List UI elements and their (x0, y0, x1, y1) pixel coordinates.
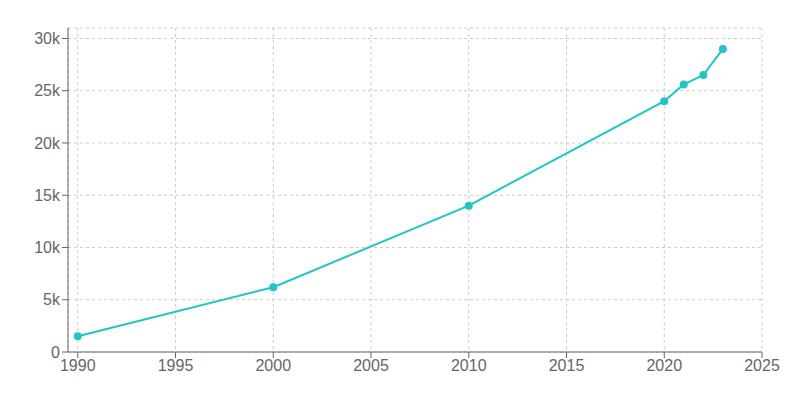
svg-text:1990: 1990 (60, 357, 96, 374)
svg-text:2005: 2005 (353, 357, 389, 374)
svg-text:1995: 1995 (158, 357, 194, 374)
svg-text:20k: 20k (34, 135, 61, 152)
svg-text:2010: 2010 (451, 357, 487, 374)
svg-text:2020: 2020 (646, 357, 682, 374)
svg-text:25k: 25k (34, 82, 61, 99)
svg-text:30k: 30k (34, 30, 61, 47)
svg-text:2025: 2025 (744, 357, 780, 374)
svg-text:5k: 5k (43, 291, 61, 308)
svg-text:2000: 2000 (255, 357, 291, 374)
svg-text:2015: 2015 (549, 357, 585, 374)
svg-text:15k: 15k (34, 187, 61, 204)
svg-text:0: 0 (51, 344, 60, 361)
svg-text:10k: 10k (34, 239, 61, 256)
